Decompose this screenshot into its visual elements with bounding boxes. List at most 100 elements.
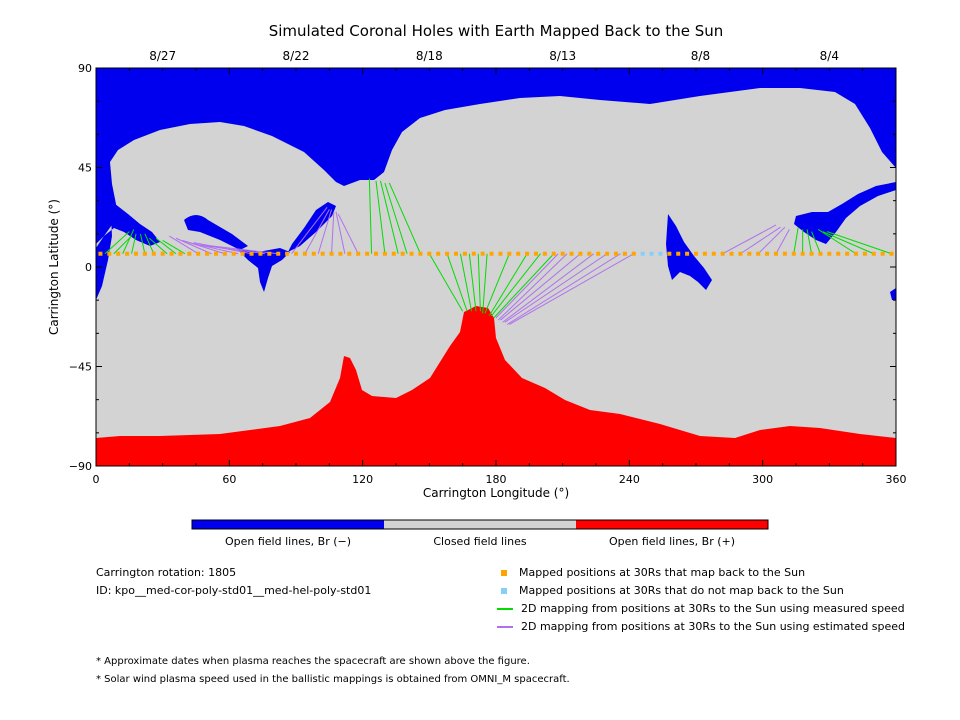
estimated-mapping-line xyxy=(189,242,239,255)
measured-mapping-line xyxy=(162,240,186,255)
mapped-point xyxy=(454,251,458,256)
mapped-point xyxy=(151,251,156,256)
unmapped-point xyxy=(649,251,654,256)
mapped-point xyxy=(836,251,841,256)
mapped-point xyxy=(622,251,627,256)
mapped-point xyxy=(711,251,716,256)
mapped-point xyxy=(702,251,707,256)
colorbar-closed xyxy=(384,520,576,529)
mapped-point xyxy=(818,251,823,256)
mapped-point xyxy=(436,251,441,256)
mapped-point xyxy=(471,251,476,256)
legend-item-estimated: 2D mapping from positions at 30Rs to the… xyxy=(497,620,905,633)
mapped-point xyxy=(382,251,387,256)
axis-ticks xyxy=(95,67,897,467)
mapped-point xyxy=(320,251,325,256)
mapped-point xyxy=(542,251,547,256)
legend-item-not-mapped: Mapped positions at 30Rs that do not map… xyxy=(497,584,844,597)
estimated-mapping-line xyxy=(722,224,777,255)
mapped-point xyxy=(738,251,743,256)
mapped-point xyxy=(578,251,583,256)
measured-mapping-line xyxy=(122,229,135,254)
estimated-mapping-line xyxy=(509,253,635,325)
mapped-point xyxy=(747,251,752,256)
y-axis-label: Carrington Latitude (°) xyxy=(47,199,61,335)
mapped-point xyxy=(791,251,796,256)
mapped-point xyxy=(302,251,307,256)
orange-square-icon xyxy=(501,570,507,576)
model-id: ID: kpo__med-cor-poly-std01__med-hel-pol… xyxy=(96,584,372,597)
mapped-point xyxy=(880,251,885,256)
south-open-positive-region xyxy=(96,306,896,466)
colorbar-positive xyxy=(576,520,768,529)
legend-item-mapped: Mapped positions at 30Rs that map back t… xyxy=(497,566,805,579)
mapped-point xyxy=(134,251,138,256)
y-tick-labels: 90 45 0 −45 −90 xyxy=(69,62,92,473)
note-speed: * Solar wind plasma speed used in the ba… xyxy=(96,674,570,685)
mapped-point xyxy=(276,251,281,256)
estimated-mapping-line xyxy=(775,229,790,254)
mapped-point xyxy=(774,251,778,256)
mapped-point xyxy=(685,251,690,256)
mapped-point xyxy=(267,251,272,256)
measured-mapping-line xyxy=(811,231,821,254)
negative-hook-75 xyxy=(236,248,290,292)
mapped-point xyxy=(214,251,218,256)
date-label: 8/8 xyxy=(691,49,710,63)
mapped-point xyxy=(525,251,530,256)
mapped-point xyxy=(391,251,396,256)
measured-mapping-line xyxy=(375,180,386,254)
mapped-point xyxy=(596,251,601,256)
date-label: 8/4 xyxy=(820,49,839,63)
mapped-point xyxy=(356,251,361,256)
measured-mapping-line xyxy=(131,233,137,254)
y-tick-label: 45 xyxy=(78,162,92,175)
mapped-point xyxy=(222,251,227,256)
mapped-point xyxy=(205,251,210,256)
date-label: 8/18 xyxy=(416,49,443,63)
measured-mapping-line xyxy=(793,227,799,254)
lightblue-square-icon xyxy=(501,588,507,594)
mapped-point xyxy=(667,251,672,256)
mapped-point xyxy=(462,251,467,256)
mapped-point xyxy=(311,251,316,256)
date-label: 8/27 xyxy=(149,49,176,63)
green-line-icon xyxy=(497,608,513,610)
estimated-mapping-line xyxy=(198,244,265,255)
colorbar-label-closed: Closed field lines xyxy=(433,535,527,548)
colorbar-negative xyxy=(192,520,384,529)
mapped-point xyxy=(569,251,574,256)
mapped-point xyxy=(338,251,343,256)
mapped-point xyxy=(418,251,423,256)
mapped-point xyxy=(480,251,485,256)
estimated-mapping-line xyxy=(740,226,781,255)
x-tick-label: 120 xyxy=(352,473,373,486)
measured-mapping-line xyxy=(477,253,481,312)
estimated-mapping-line xyxy=(291,206,328,255)
x-tick-labels: 0 60 120 180 240 300 360 xyxy=(93,473,907,486)
estimated-mapping-line xyxy=(331,211,335,254)
unmapped-point xyxy=(640,251,645,256)
estimated-mapping-line xyxy=(337,213,359,254)
mapped-point xyxy=(374,251,378,256)
mapped-point xyxy=(809,251,814,256)
measured-mapping-line xyxy=(384,182,408,254)
mapped-point xyxy=(676,251,681,256)
mapped-point xyxy=(365,251,370,256)
x-tick-label: 180 xyxy=(486,473,507,486)
carrington-rotation: Carrington rotation: 1805 xyxy=(96,566,237,579)
mapped-point xyxy=(845,251,850,256)
mapped-point xyxy=(694,251,698,256)
mapped-point xyxy=(125,251,130,256)
mapped-point xyxy=(249,251,254,256)
legend-label: Mapped positions at 30Rs that do not map… xyxy=(519,584,844,597)
mapped-point xyxy=(160,251,165,256)
mapped-point xyxy=(720,251,725,256)
date-label: 8/22 xyxy=(283,49,310,63)
mapping-lines xyxy=(104,178,892,325)
measured-mapping-line xyxy=(388,182,421,254)
mapped-point xyxy=(756,251,761,256)
x-tick-label: 240 xyxy=(619,473,640,486)
mapped-point xyxy=(516,251,521,256)
